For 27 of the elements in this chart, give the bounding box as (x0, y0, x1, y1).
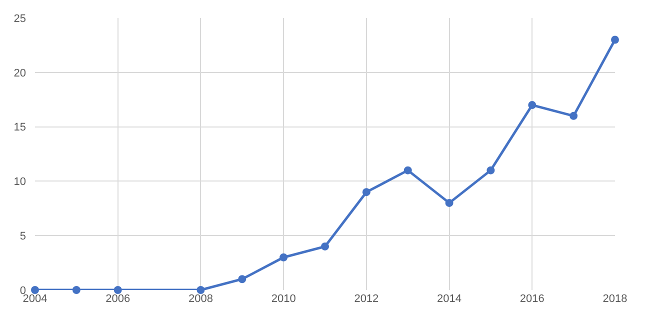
point (404, 166, 412, 174)
point (528, 101, 536, 110)
point (280, 253, 288, 262)
x-tick-label: 2010 (271, 293, 296, 305)
y-tick-label: 15 (14, 122, 26, 134)
x-tick-label: 2004 (22, 293, 48, 305)
point (72, 286, 80, 294)
point (196, 286, 205, 294)
point (362, 188, 370, 196)
y-tick-label: 25 (14, 12, 26, 25)
y-tick-label: 10 (14, 176, 26, 188)
x-tick-label: 2006 (106, 293, 130, 305)
point (611, 36, 619, 44)
point (321, 242, 329, 250)
x-tick-label: 2012 (354, 293, 379, 305)
point (445, 198, 454, 207)
x-tick-label: 2016 (520, 293, 544, 305)
y-tick-label: 20 (14, 67, 26, 80)
x-tick-label: 2008 (188, 293, 213, 305)
x-tick-label: 2018 (602, 293, 628, 305)
point (31, 286, 39, 294)
point (238, 275, 246, 284)
point (114, 286, 122, 294)
point (570, 112, 578, 120)
point (486, 166, 495, 174)
y-tick-label: 5 (20, 230, 26, 242)
x-tick-label: 2014 (437, 293, 462, 305)
